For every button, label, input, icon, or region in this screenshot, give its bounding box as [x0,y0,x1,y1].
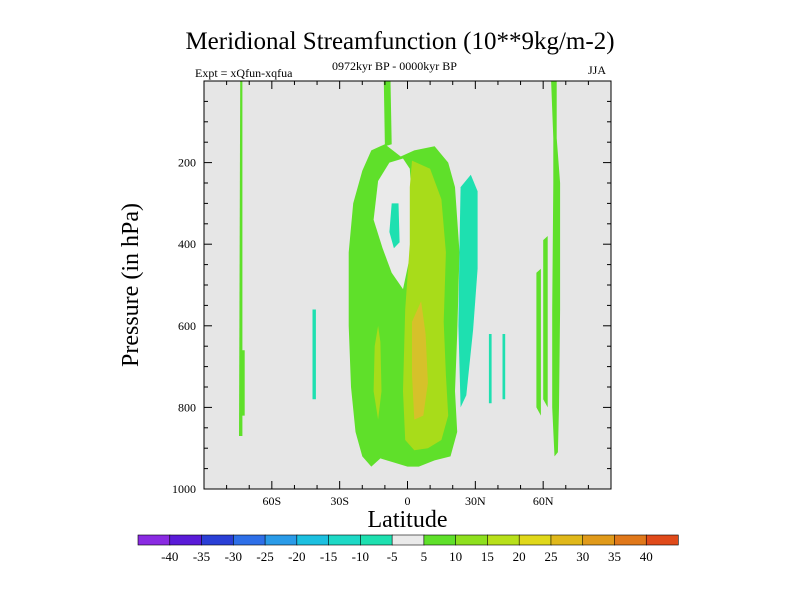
colorbar-swatch [487,534,520,546]
colorbar-label: -20 [288,549,305,564]
colorbar-label: 35 [608,549,621,564]
y-axis-label: Pressure (in hPa) [118,203,144,367]
colorbar-label: -40 [161,549,178,564]
x-tick-label: 30S [330,494,349,508]
colorbar-label: -30 [225,549,242,564]
colorbar-label: -10 [352,549,369,564]
contour-region-12 [502,334,506,400]
colorbar-swatch [423,534,457,546]
contour-region-9 [412,301,428,420]
y-tick-label: 400 [178,237,196,251]
chart-title: Meridional Streamfunction (10**9kg/m-2) [185,28,615,55]
colorbar-swatch [169,534,203,546]
colorbar-label: 20 [513,549,526,564]
contour-region-11 [488,334,492,404]
colorbar-swatch [614,534,647,546]
y-tick-label: 800 [178,400,196,414]
colorbar-label: 30 [576,549,589,564]
colorbar-swatch [455,534,489,546]
contour-region-14 [543,236,548,408]
colorbar-label: 15 [481,549,494,564]
colorbar-swatch [232,534,266,546]
y-tick-label: 1000 [172,482,196,496]
contour-region-13 [536,268,541,416]
colorbar-label: 10 [449,549,462,564]
colorbar-label: -35 [193,549,210,564]
x-tick-label: 0 [405,494,411,508]
contour-region-6 [389,203,400,249]
colorbar-swatch [137,534,171,546]
contour-region-3 [383,81,392,147]
contour-region-15 [551,81,561,457]
experiment-label: Expt = xQfun-xqfua [195,66,293,80]
x-tick-label: 60N [533,494,554,508]
contour-region-8 [373,325,382,420]
colorbar-label: -25 [256,549,273,564]
colorbar-swatch [328,534,361,546]
y-tick-label: 600 [178,319,196,333]
colorbar-swatch [296,534,330,546]
colorbar-label: -5 [387,549,398,564]
y-tick-label: 200 [178,156,196,170]
contour-region-10 [458,174,478,408]
colorbar-label: 5 [421,549,428,564]
contour-region-2 [312,309,316,400]
season-label: JJA [588,63,607,77]
colorbar-swatch [264,534,298,546]
contour-region-1 [241,350,245,416]
colorbar-swatch [391,534,425,546]
colorbar-swatch [518,534,552,546]
colorbar-label: -15 [320,549,337,564]
contour-regions [239,81,561,467]
colorbar-swatch [360,534,393,546]
colorbar-swatch [645,534,679,546]
time-range-label: 0972kyr BP - 0000kyr BP [332,59,457,73]
colorbar-swatch [201,534,234,546]
colorbar: -40 -35 -30 -25 -20 -15 -10 -5 5 10 15 20 25 30 35 40 [137,534,679,564]
x-axis-label: Latitude [368,507,448,533]
axis-ticks: 60S 30S 0 30N 60N 200 400 600 800 1000 [172,81,611,508]
contour-region-0 [239,81,243,436]
colorbar-label: 25 [544,549,557,564]
x-tick-label: 30N [465,494,486,508]
x-tick-label: 60S [262,494,281,508]
colorbar-swatch [550,534,584,546]
colorbar-label: 40 [640,549,653,564]
colorbar-swatch [582,534,616,546]
